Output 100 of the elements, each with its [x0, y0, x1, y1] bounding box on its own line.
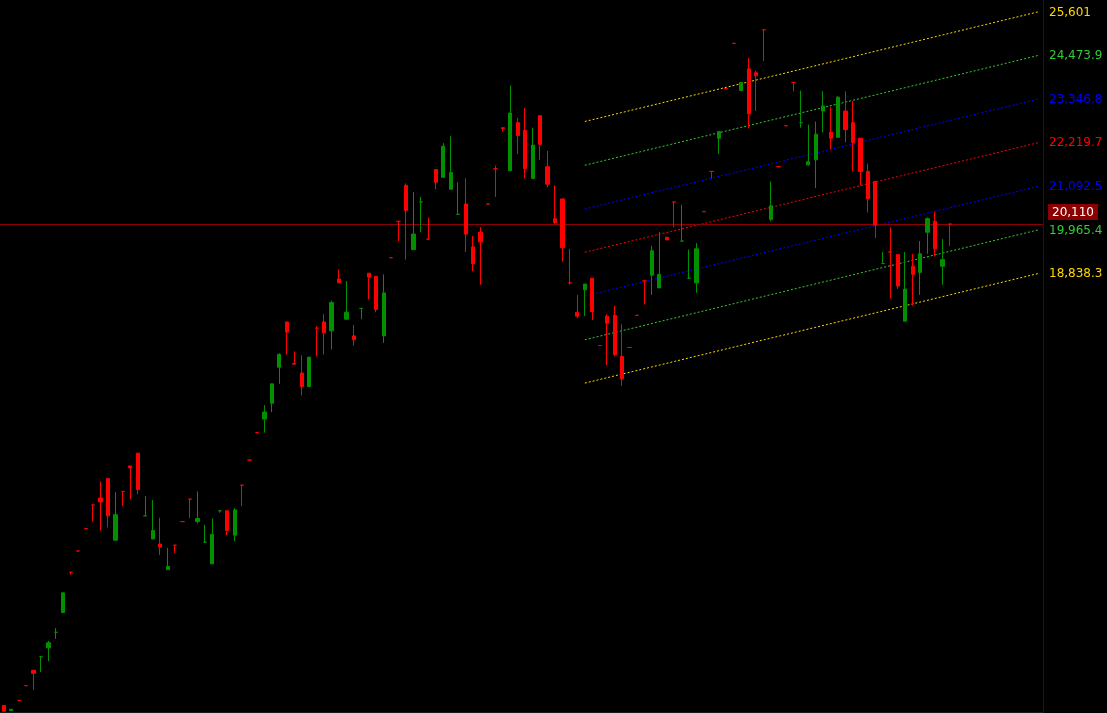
- candlestick: [568, 248, 572, 286]
- candlestick: [925, 216, 930, 255]
- candlestick: [769, 180, 773, 222]
- candlestick: [46, 640, 51, 662]
- candlestick: [873, 180, 877, 239]
- candlestick: [583, 283, 587, 317]
- candlestick: [98, 480, 103, 532]
- candlestick: [814, 121, 818, 189]
- candlestick: [694, 242, 699, 294]
- candlestick: [456, 181, 460, 215]
- candlestick: [605, 313, 609, 366]
- candlestick: [188, 498, 192, 519]
- candlestick: [590, 277, 594, 321]
- candlestick: [933, 211, 937, 258]
- candlestick: [434, 168, 438, 190]
- candlestick: [31, 669, 36, 691]
- candlestick: [277, 352, 281, 385]
- candlestick: [2, 704, 6, 712]
- candlestick: [620, 323, 624, 387]
- candlestick: [538, 115, 542, 161]
- y-tick-label: 19,965.4: [1049, 222, 1103, 237]
- candlestick: [374, 275, 378, 313]
- candlestick: [9, 708, 13, 712]
- candlestick: [91, 504, 95, 523]
- candlestick: [657, 231, 661, 289]
- candlestick: [210, 518, 214, 565]
- candlestick: [553, 184, 557, 225]
- candlestick: [121, 490, 125, 507]
- candlestick: [851, 100, 855, 172]
- candlestick: [680, 204, 684, 242]
- candlestick: [911, 253, 915, 307]
- y-tick-label: 18,838.3: [1049, 266, 1103, 281]
- candlestick: [754, 70, 758, 112]
- candlestick: [508, 85, 512, 172]
- candlestick: [642, 280, 647, 306]
- candlestick: [829, 106, 833, 150]
- candlestick: [866, 163, 870, 213]
- candlestick: [493, 165, 498, 198]
- ref-line-label: 20,110: [1052, 205, 1094, 220]
- candlestick: [195, 490, 200, 525]
- candlestick: [665, 236, 669, 241]
- candlestick: [151, 499, 155, 540]
- candlestick: [747, 57, 751, 129]
- candlestick: [501, 127, 505, 133]
- candlestick: [270, 383, 274, 413]
- candlestick: [523, 107, 527, 179]
- candlestick: [717, 131, 721, 155]
- candlestick: [240, 484, 244, 507]
- candlestick: [322, 313, 326, 355]
- candlestick: [843, 90, 848, 143]
- candlestick: [233, 507, 237, 542]
- candlestick: [352, 324, 356, 347]
- candlestick: [575, 294, 579, 319]
- candlestick: [307, 356, 311, 388]
- candlestick: [337, 268, 341, 284]
- candlestick: [650, 245, 654, 296]
- y-tick-label: 24,473.9: [1049, 48, 1103, 63]
- candlestick: [762, 29, 766, 62]
- candlestick: [203, 524, 207, 543]
- candlestick: [545, 150, 550, 188]
- candlestick: [478, 226, 483, 286]
- candlestick: [464, 177, 468, 253]
- candlestick: [419, 196, 423, 233]
- candlestick: [367, 272, 371, 300]
- candlestick: [948, 223, 952, 247]
- candlestick: [471, 235, 475, 272]
- candlestick: [516, 117, 520, 155]
- candlestick: [449, 135, 453, 190]
- candlestick: [136, 452, 140, 495]
- candlestick: [292, 350, 296, 365]
- candlestick: [61, 592, 65, 614]
- candlestick: [411, 191, 416, 251]
- candlestick: [143, 495, 147, 517]
- candlestick: [344, 280, 349, 320]
- candlestick: [739, 81, 743, 92]
- candlestick: [918, 240, 922, 296]
- candlestick: [315, 325, 319, 357]
- candlestick: [113, 491, 118, 541]
- candlestick: [821, 90, 825, 133]
- candlestick: [613, 305, 617, 357]
- candlestick: [396, 220, 401, 242]
- candlestick: [687, 249, 691, 279]
- candlestick: [404, 182, 408, 261]
- candlestick: [285, 321, 289, 355]
- candlestick: [106, 478, 110, 528]
- candlestick: [560, 198, 565, 263]
- y-tick-label: 23,346.8: [1049, 91, 1103, 106]
- y-tick-label: 25,601: [1049, 4, 1091, 19]
- candlestick: [225, 510, 229, 536]
- candlestick: [806, 124, 810, 167]
- candlestick: [896, 254, 900, 290]
- y-tick-label: 21,092.5: [1049, 179, 1103, 194]
- candlestick: [329, 300, 334, 350]
- candlestick: [158, 517, 162, 556]
- candlestick: [166, 547, 170, 571]
- candlestick: [128, 465, 132, 500]
- candlestick: [672, 201, 676, 228]
- candlestick: [262, 404, 267, 434]
- candlestick: [300, 354, 304, 396]
- candlestick: [940, 238, 945, 286]
